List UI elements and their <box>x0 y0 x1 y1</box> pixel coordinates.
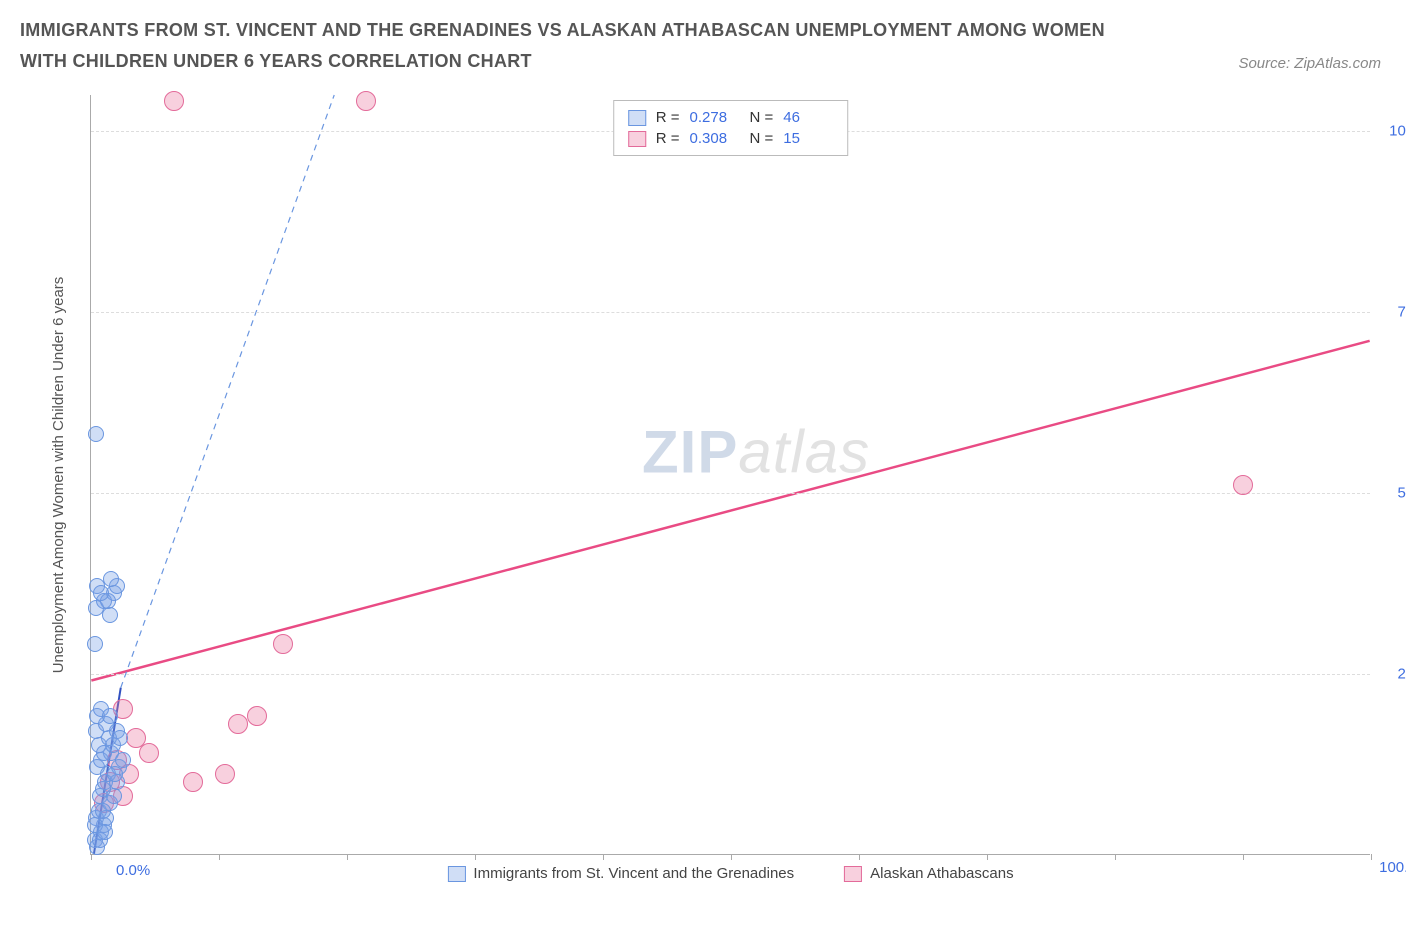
scatter-point-a <box>95 803 111 819</box>
scatter-point-a <box>87 636 103 652</box>
legend-swatch-b <box>628 131 646 147</box>
legend-item-a: Immigrants from St. Vincent and the Gren… <box>447 865 794 882</box>
x-tick <box>1371 854 1372 860</box>
r-label-a: R = <box>656 109 680 126</box>
n-value-a: 46 <box>783 109 833 126</box>
scatter-point-a <box>97 824 113 840</box>
x-tick <box>1243 854 1244 860</box>
legend-swatch-a <box>628 110 646 126</box>
y-tick-label: 25.0% <box>1397 666 1406 683</box>
scatter-point-b <box>228 714 248 734</box>
trend-lines <box>91 95 1370 854</box>
x-tick <box>347 854 348 860</box>
plot-area: ZIPatlas R = 0.278 N = 46 R = 0.308 N = … <box>90 95 1370 855</box>
trend-line <box>91 341 1369 681</box>
y-axis-title: Unemployment Among Women with Children U… <box>50 277 67 674</box>
scatter-point-b <box>356 91 376 111</box>
legend-item-b: Alaskan Athabascans <box>844 865 1013 882</box>
scatter-point-b <box>215 764 235 784</box>
gridline-h <box>91 312 1370 313</box>
scatter-point-b <box>183 772 203 792</box>
trend-line <box>121 95 334 688</box>
scatter-point-b <box>247 706 267 726</box>
gridline-h <box>91 674 1370 675</box>
x-tick-label-100: 100.0% <box>1379 859 1406 876</box>
x-tick <box>219 854 220 860</box>
chart-container: Unemployment Among Women with Children U… <box>60 95 1380 875</box>
x-tick <box>1115 854 1116 860</box>
legend-stats-row-b: R = 0.308 N = 15 <box>628 128 834 149</box>
legend-label-b: Alaskan Athabascans <box>870 865 1013 882</box>
scatter-point-a <box>103 571 119 587</box>
legend-series: Immigrants from St. Vincent and the Gren… <box>447 865 1013 882</box>
legend-swatch-a-bottom <box>447 866 465 882</box>
x-tick <box>859 854 860 860</box>
legend-swatch-b-bottom <box>844 866 862 882</box>
source-label: Source: ZipAtlas.com <box>1238 55 1381 72</box>
r-value-b: 0.308 <box>690 130 740 147</box>
scatter-point-b <box>164 91 184 111</box>
scatter-point-a <box>107 766 123 782</box>
gridline-h <box>91 493 1370 494</box>
r-value-a: 0.278 <box>690 109 740 126</box>
scatter-point-a <box>106 788 122 804</box>
y-tick-label: 75.0% <box>1397 304 1406 321</box>
r-label-b: R = <box>656 130 680 147</box>
scatter-point-a <box>88 426 104 442</box>
x-tick <box>603 854 604 860</box>
x-tick <box>731 854 732 860</box>
x-tick <box>475 854 476 860</box>
scatter-point-a <box>112 730 128 746</box>
scatter-point-b <box>126 728 146 748</box>
x-tick-label-0: 0.0% <box>116 862 150 879</box>
y-tick-label: 50.0% <box>1397 485 1406 502</box>
x-tick <box>987 854 988 860</box>
scatter-point-b <box>273 634 293 654</box>
n-value-b: 15 <box>783 130 833 147</box>
n-label-a: N = <box>750 109 774 126</box>
x-tick <box>91 854 92 860</box>
y-tick-label: 100.0% <box>1389 123 1406 140</box>
scatter-point-a <box>102 607 118 623</box>
legend-stats-row-a: R = 0.278 N = 46 <box>628 107 834 128</box>
scatter-point-a <box>115 752 131 768</box>
scatter-point-a <box>93 585 109 601</box>
legend-stats: R = 0.278 N = 46 R = 0.308 N = 15 <box>613 100 849 156</box>
scatter-point-b <box>1233 475 1253 495</box>
legend-label-a: Immigrants from St. Vincent and the Gren… <box>473 865 794 882</box>
chart-title: IMMIGRANTS FROM ST. VINCENT AND THE GREN… <box>20 15 1120 76</box>
scatter-point-a <box>102 708 118 724</box>
n-label-b: N = <box>750 130 774 147</box>
